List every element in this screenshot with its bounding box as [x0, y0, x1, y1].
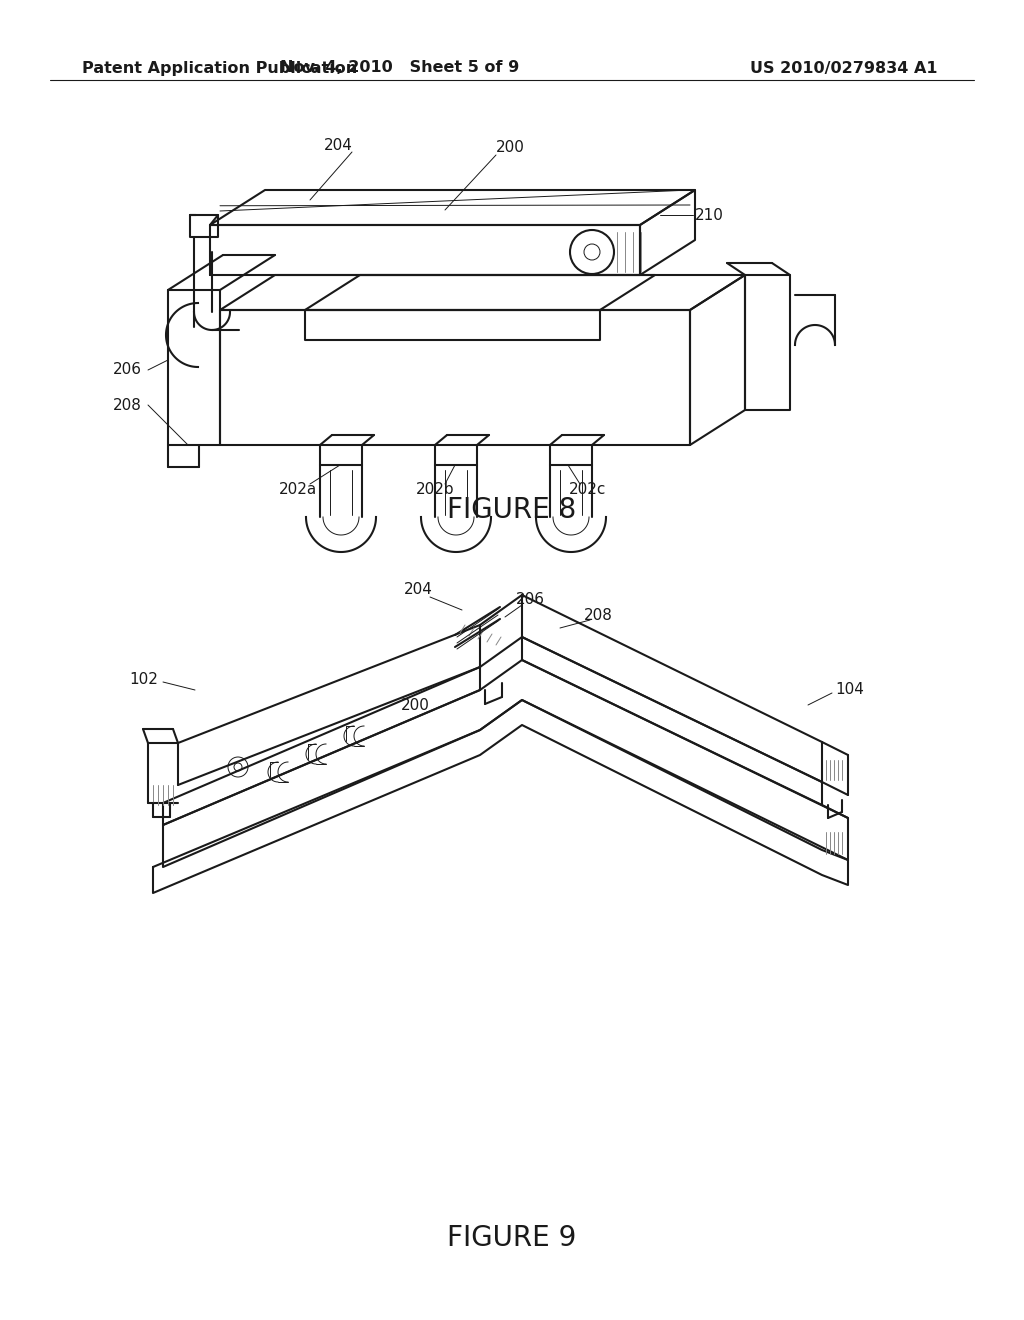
- Text: 208: 208: [584, 607, 612, 623]
- Text: 104: 104: [835, 682, 864, 697]
- Text: FIGURE 8: FIGURE 8: [447, 496, 577, 524]
- Text: 200: 200: [496, 140, 524, 156]
- Text: 206: 206: [515, 593, 545, 607]
- Text: Nov. 4, 2010   Sheet 5 of 9: Nov. 4, 2010 Sheet 5 of 9: [281, 61, 519, 75]
- Text: 200: 200: [400, 697, 429, 713]
- Text: 202c: 202c: [569, 483, 606, 498]
- Text: 202a: 202a: [279, 483, 317, 498]
- Text: US 2010/0279834 A1: US 2010/0279834 A1: [750, 61, 938, 75]
- Text: Patent Application Publication: Patent Application Publication: [82, 61, 357, 75]
- Text: 102: 102: [129, 672, 158, 688]
- Text: 202b: 202b: [416, 483, 455, 498]
- Text: FIGURE 9: FIGURE 9: [447, 1224, 577, 1251]
- Text: 208: 208: [113, 397, 142, 412]
- Text: 204: 204: [403, 582, 432, 598]
- Text: 206: 206: [113, 363, 142, 378]
- Text: 210: 210: [695, 207, 724, 223]
- Text: 204: 204: [324, 137, 352, 153]
